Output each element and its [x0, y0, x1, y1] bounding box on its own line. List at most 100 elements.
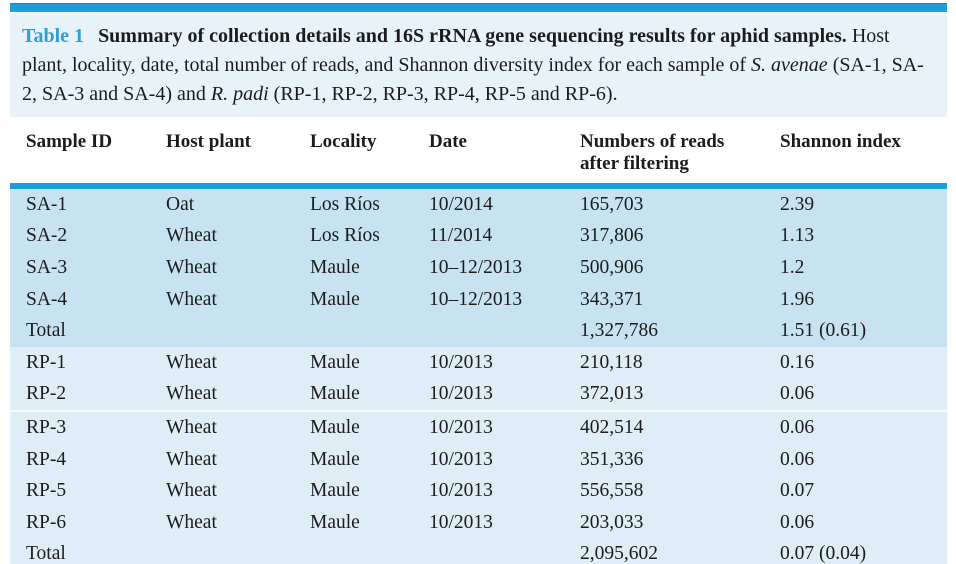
table-row: RP-3 Wheat Maule 10/2013 402,514 0.06: [10, 412, 947, 444]
table-cell: 10–12/2013: [429, 288, 523, 310]
table-cell: 10–12/2013: [429, 256, 523, 278]
table-cell: 0.07 (0.04): [780, 543, 867, 564]
table-cell: Wheat: [166, 448, 217, 470]
table-cell: 210,118: [580, 351, 643, 373]
table-cell: 0.06: [780, 416, 815, 438]
table-cell: 165,703: [580, 193, 644, 215]
table-row: RP-5 Wheat Maule 10/2013 556,558 0.07: [10, 475, 947, 507]
table-cell: Wheat: [166, 351, 217, 373]
row-group-divider: [10, 410, 947, 413]
table-cell: 0.06: [780, 383, 815, 405]
table-caption-label: Table 1: [22, 25, 85, 47]
column-header-locality: Locality: [310, 131, 377, 152]
table-cell: Maule: [310, 288, 360, 310]
table-cell: 0.06: [780, 511, 815, 533]
column-header-date: Date: [429, 131, 467, 152]
table-cell: 2.39: [780, 193, 815, 215]
table-cell: Wheat: [166, 225, 217, 247]
table-cell: 10/2013: [429, 480, 493, 502]
table-cell: Wheat: [166, 416, 217, 438]
table-row: SA-2 Wheat Los Ríos 11/2014 317,806 1.13: [10, 221, 947, 253]
table-row: RP-1 Wheat Maule 10/2013 210,118 0.16: [10, 347, 947, 379]
table-caption-species-1: S. avenae: [751, 54, 828, 76]
table-cell: Wheat: [166, 288, 217, 310]
table-cell: 11/2014: [429, 225, 493, 247]
table-cell: Los Ríos: [310, 225, 380, 247]
table-cell: Maule: [310, 480, 360, 502]
table-cell: Wheat: [166, 383, 217, 405]
table-cell: Total: [26, 543, 66, 564]
table-cell: 10/2013: [429, 351, 493, 373]
header-divider-rule: [10, 183, 947, 189]
table-caption-text-1: Host plant, locality, date, total number…: [22, 25, 890, 76]
table-cell: 10/2013: [429, 511, 493, 533]
row-group-rp-2: RP-3 Wheat Maule 10/2013 402,514 0.06 RP…: [10, 412, 947, 564]
table-cell: 402,514: [580, 416, 644, 438]
table-caption-title: Summary of collection details and 16S rR…: [98, 25, 847, 47]
table-cell: 1,327,786: [580, 320, 658, 342]
table-cell: Maule: [310, 416, 360, 438]
table-cell: 1.13: [780, 225, 815, 247]
table-cell: Wheat: [166, 256, 217, 278]
table-cell: Maule: [310, 383, 360, 405]
column-header-host-plant: Host plant: [166, 131, 251, 152]
table-cell: RP-4: [26, 448, 67, 470]
table-cell: Maule: [310, 351, 360, 373]
table-header-row: Sample ID Host plant Locality Date Numbe…: [10, 117, 947, 183]
table-cell: SA-2: [26, 225, 68, 247]
table-cell: 351,336: [580, 448, 644, 470]
table-cell: 343,371: [580, 288, 644, 310]
table-row: RP-2 Wheat Maule 10/2013 372,013 0.06: [10, 379, 947, 411]
table-cell: 203,033: [580, 511, 644, 533]
table-cell: Maule: [310, 256, 360, 278]
row-group-sa: SA-1 Oat Los Ríos 10/2014 165,703 2.39 S…: [10, 189, 947, 347]
table-row: RP-4 Wheat Maule 10/2013 351,336 0.06: [10, 444, 947, 476]
table-cell: Wheat: [166, 511, 217, 533]
top-accent-bar: [10, 3, 947, 12]
table-cell: RP-3: [26, 416, 67, 438]
table-cell: Maule: [310, 511, 360, 533]
table-cell: RP-5: [26, 480, 67, 502]
table-cell: 10/2013: [429, 416, 493, 438]
column-header-reads: Numbers of reads after filtering: [580, 131, 725, 174]
table-cell: Oat: [166, 193, 195, 215]
table-cell: Wheat: [166, 480, 217, 502]
table-row: SA-3 Wheat Maule 10–12/2013 500,906 1.2: [10, 252, 947, 284]
row-group-rp-1: RP-1 Wheat Maule 10/2013 210,118 0.16 RP…: [10, 346, 947, 411]
table-cell: 0.16: [780, 351, 815, 373]
table-cell: 1.2: [780, 256, 805, 278]
table-cell: SA-1: [26, 193, 68, 215]
table-cell: 0.06: [780, 448, 815, 470]
table-cell: 317,806: [580, 225, 644, 247]
table-cell: 2,095,602: [580, 543, 658, 564]
table-cell: RP-1: [26, 351, 67, 373]
table-row: SA-1 Oat Los Ríos 10/2014 165,703 2.39: [10, 189, 947, 221]
table-cell: 10/2014: [429, 193, 493, 215]
column-header-shannon: Shannon index: [780, 131, 901, 152]
table-figure-content: Table 1 Summary of collection details and…: [10, 3, 947, 564]
table-row-total: Total 1,327,786 1.51 (0.61): [10, 315, 947, 347]
table-caption: Table 1 Summary of collection details and…: [10, 13, 947, 117]
table-cell: 556,558: [580, 480, 644, 502]
table-cell: 10/2013: [429, 383, 493, 405]
table-cell: 1.51 (0.61): [780, 320, 867, 342]
table-caption-species-2: R. padi: [210, 83, 269, 105]
table-cell: 1.96: [780, 288, 815, 310]
table-cell: Los Ríos: [310, 193, 380, 215]
table-row: RP-6 Wheat Maule 10/2013 203,033 0.06: [10, 507, 947, 539]
table-cell: Total: [26, 320, 66, 342]
table-row: SA-4 Wheat Maule 10–12/2013 343,371 1.96: [10, 284, 947, 316]
table-caption-text-3: (RP-1, RP-2, RP-3, RP-4, RP-5 and RP-6).: [268, 83, 618, 105]
table-cell: 500,906: [580, 256, 644, 278]
column-header-sample-id: Sample ID: [26, 131, 113, 152]
table-cell: 10/2013: [429, 448, 493, 470]
table-cell: Maule: [310, 448, 360, 470]
table-caption-text-2: (SA-1, SA-2, SA-3 and SA-4) and: [22, 54, 924, 105]
table-cell: RP-2: [26, 383, 67, 405]
table-row-total: Total 2,095,602 0.07 (0.04): [10, 539, 947, 564]
table-cell: 0.07: [780, 480, 815, 502]
table-cell: SA-4: [26, 288, 68, 310]
table-cell: RP-6: [26, 511, 67, 533]
table-cell: 372,013: [580, 383, 644, 405]
